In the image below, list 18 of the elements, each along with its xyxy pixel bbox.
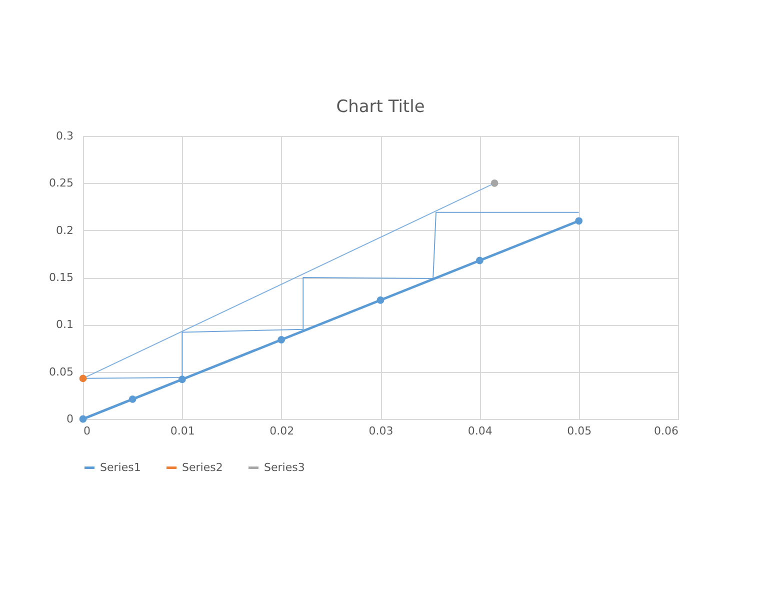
y-tick-label: 0.2 bbox=[56, 224, 74, 237]
y-tick-label: 0.05 bbox=[49, 365, 74, 378]
y-tick-label: 0.1 bbox=[56, 318, 74, 332]
y-tick-label: 0.25 bbox=[49, 176, 74, 190]
x-tick-label: 0.06 bbox=[654, 424, 678, 438]
y-tick-label: 0.3 bbox=[56, 130, 74, 142]
legend-label: Series2 bbox=[182, 460, 223, 474]
legend-label: Series3 bbox=[264, 460, 305, 474]
x-tick-label: 0.05 bbox=[567, 424, 592, 438]
x-tick-label: 0.04 bbox=[468, 424, 492, 438]
legend-label: Series1 bbox=[100, 460, 141, 474]
x-tick-label: 0 bbox=[84, 424, 90, 438]
x-tick-label: 0.01 bbox=[170, 424, 195, 438]
x-tick-label: 0.03 bbox=[368, 424, 394, 438]
x-tick-label: 0.02 bbox=[270, 424, 294, 438]
y-tick-label: 0 bbox=[66, 412, 74, 426]
y-tick-label: 0.15 bbox=[49, 271, 74, 284]
chart-title: Chart Title bbox=[336, 97, 425, 117]
